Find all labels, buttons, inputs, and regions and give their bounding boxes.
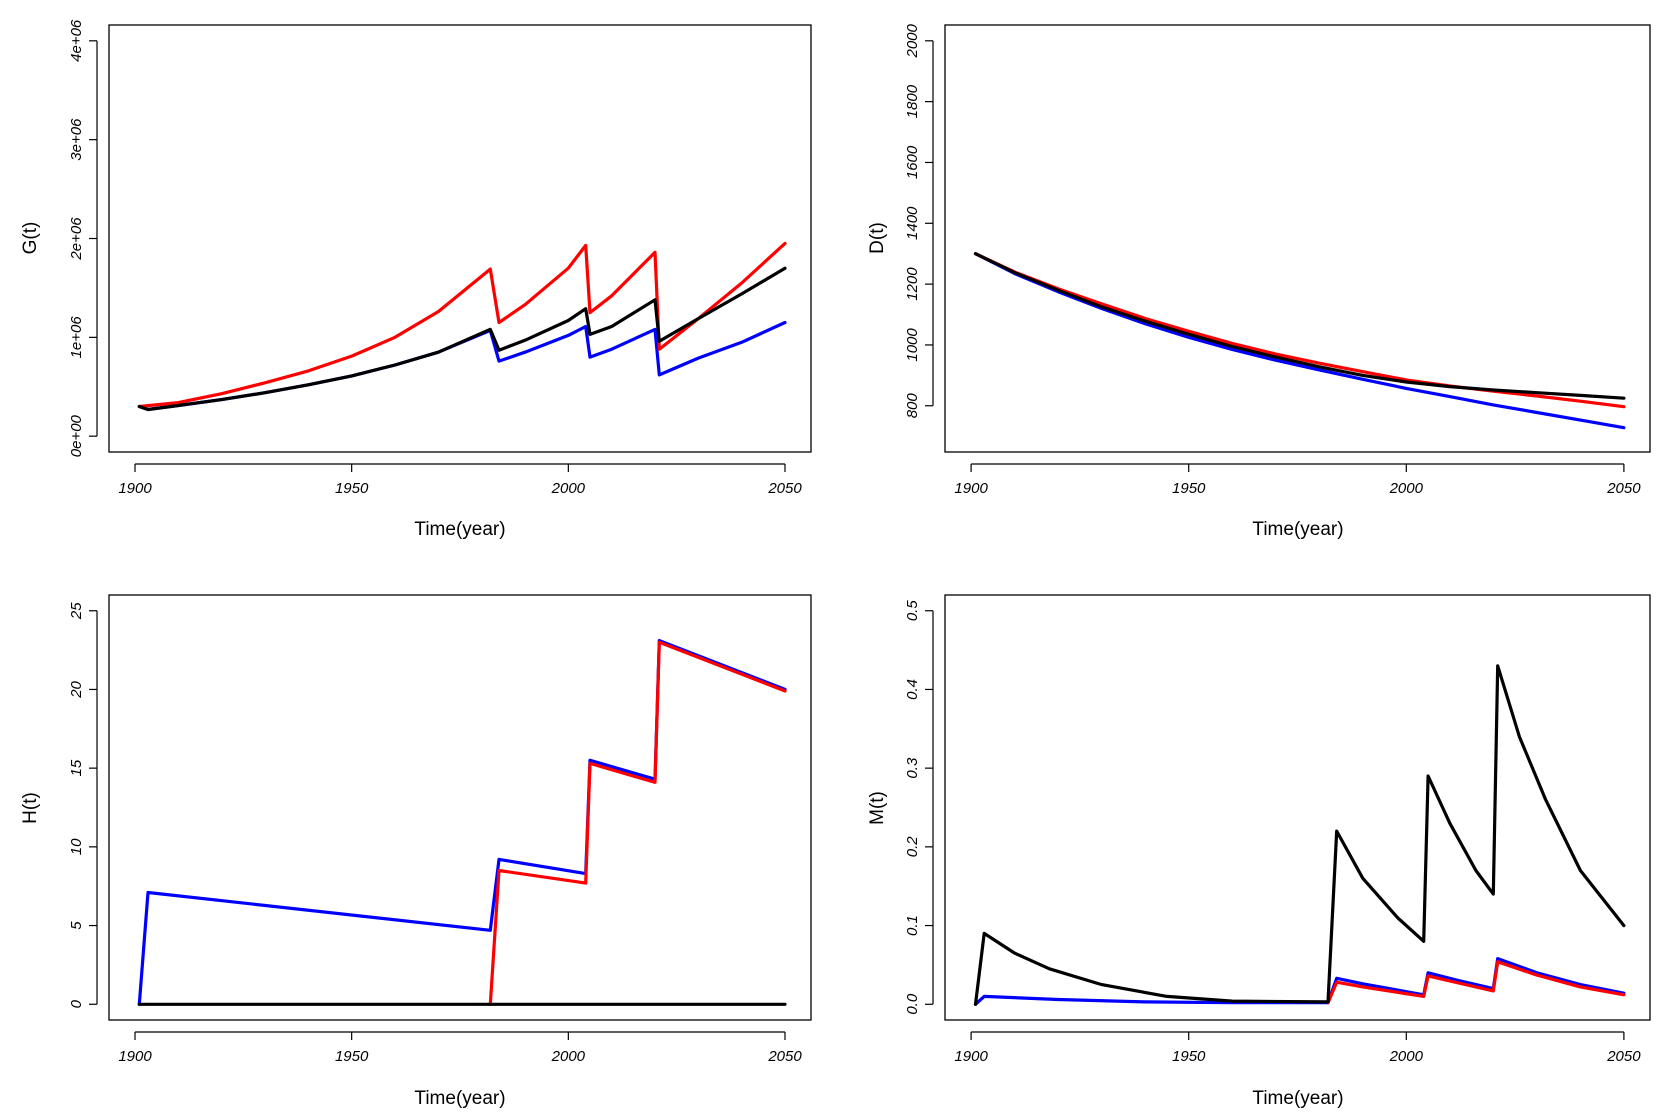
y-tick-label: 0 [68, 999, 85, 1008]
y-tick-label: 25 [68, 602, 85, 620]
x-tick-label: 2000 [1389, 1048, 1424, 1065]
y-tick-label: 1400 [904, 206, 921, 240]
series-line-black [973, 664, 1626, 1006]
x-tick-label: 1950 [335, 480, 369, 497]
y-tick-label: 1200 [904, 267, 921, 301]
y-tick-label: 800 [904, 393, 921, 419]
x-tick-label: 1900 [118, 480, 152, 497]
y-axis: 800 1000 1200 1400 1600 1800 2000 [904, 23, 934, 419]
y-tick-label: 1000 [904, 328, 921, 362]
y-tick-label: 5 [68, 921, 85, 930]
x-axis-label: Time(year) [414, 519, 505, 540]
y-axis-label: M(t) [867, 791, 888, 825]
x-axis: 1900 1950 2000 2050 [954, 1031, 1641, 1065]
y-tick-label: 0.0 [904, 993, 921, 1015]
x-tick-label: 2000 [551, 480, 586, 497]
y-tick-label: 0.4 [904, 679, 921, 700]
plot-frame [108, 594, 812, 1021]
x-tick-label: 1950 [335, 1048, 369, 1065]
series-line-red [1326, 960, 1626, 1005]
x-axis: 1900 1950 2000 2050 [954, 463, 1641, 497]
series-line-blue [137, 638, 787, 1006]
x-tick-label: 1900 [954, 1048, 988, 1065]
y-axis-label: G(t) [20, 222, 41, 255]
y-tick-label: 0.2 [904, 836, 921, 858]
x-axis-label: Time(year) [1252, 1088, 1343, 1109]
plot-frame [944, 594, 1651, 1021]
series-line-black [137, 266, 787, 412]
x-tick-label: 1900 [118, 1048, 152, 1065]
plot-frame [944, 24, 1651, 453]
series-layer [137, 241, 787, 412]
panel-g-of-t: 1900 1950 2000 2050 0e+00 1e+06 2e+06 3e+06 4e+… [20, 19, 812, 540]
x-tick-label: 2050 [1606, 1048, 1641, 1065]
series-layer [973, 664, 1626, 1006]
x-tick-label: 2050 [767, 1048, 802, 1065]
x-tick-label: 1950 [1172, 1048, 1206, 1065]
y-tick-label: 0.1 [904, 915, 921, 936]
x-tick-label: 1950 [1172, 480, 1206, 497]
y-axis: 0e+00 1e+06 2e+06 3e+06 4e+06 [68, 19, 98, 457]
plot-frame [108, 24, 812, 453]
x-tick-label: 1900 [954, 480, 988, 497]
y-tick-label: 0e+00 [68, 414, 85, 457]
series-line-red [973, 252, 1626, 409]
y-tick-label: 15 [68, 759, 85, 776]
panel-d-of-t: 1900 1950 2000 2050 800 1000 1200 1400 1600 1800… [867, 23, 1651, 540]
x-axis-label: Time(year) [1252, 519, 1343, 540]
series-line-black [973, 252, 1626, 400]
y-tick-label: 1800 [904, 84, 921, 118]
y-tick-label: 10 [68, 838, 85, 855]
series-line-red [488, 640, 787, 1006]
y-axis: 0.0 0.1 0.2 0.3 0.4 0.5 [904, 600, 934, 1015]
y-tick-label: 4e+06 [68, 19, 85, 62]
y-tick-label: 1e+06 [68, 316, 85, 359]
y-axis: 0 5 10 15 20 25 [68, 602, 98, 1008]
x-axis-label: Time(year) [414, 1088, 505, 1109]
panel-m-of-t: 1900 1950 2000 2050 0.0 0.1 0.2 0.3 0.4 0.5 Time… [867, 594, 1651, 1109]
y-tick-label: 2e+06 [68, 217, 85, 261]
x-tick-label: 2050 [767, 480, 802, 497]
y-axis-label: H(t) [20, 792, 41, 824]
series-line-blue [973, 252, 1626, 430]
x-tick-label: 2000 [1389, 480, 1424, 497]
y-tick-label: 3e+06 [68, 118, 85, 161]
series-layer [973, 252, 1626, 430]
series-layer [137, 638, 787, 1006]
y-tick-label: 0.3 [904, 757, 921, 779]
y-axis-label: D(t) [867, 222, 888, 254]
x-axis: 1900 1950 2000 2050 [118, 1031, 802, 1065]
panel-h-of-t: 1900 1950 2000 2050 0 5 10 15 20 25 Time(year) H… [20, 594, 812, 1109]
series-line-blue [973, 956, 1626, 1006]
y-tick-label: 0.5 [904, 600, 921, 622]
x-axis: 1900 1950 2000 2050 [118, 463, 802, 497]
x-tick-label: 2050 [1606, 480, 1641, 497]
x-tick-label: 2000 [551, 1048, 586, 1065]
y-tick-label: 20 [68, 680, 85, 698]
y-tick-label: 1600 [904, 145, 921, 179]
y-tick-label: 2000 [904, 23, 921, 58]
